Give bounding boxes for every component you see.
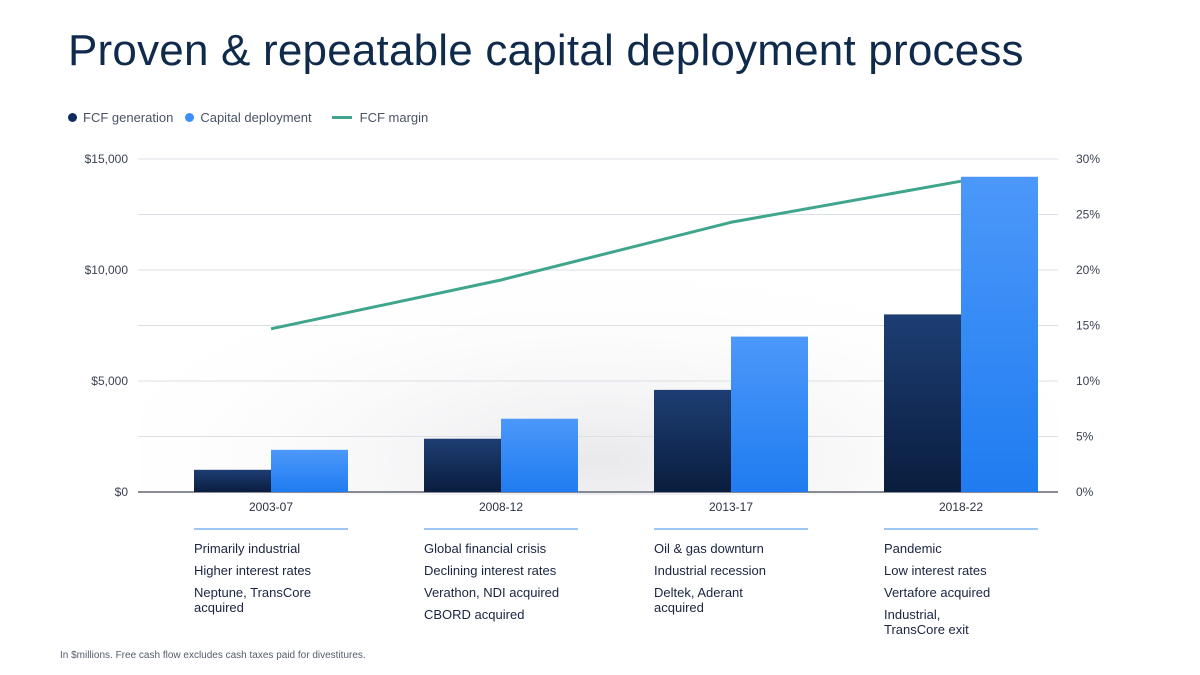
period-note: Industrial, TransCore exit [884, 607, 969, 637]
category-label: 2018-22 [939, 500, 983, 514]
period-note: Low interest rates [884, 563, 987, 578]
legend-item-fcf-generation: FCF generation [68, 110, 173, 125]
right-axis-tick-label: 20% [1076, 263, 1100, 277]
legend-label-fcf-margin: FCF margin [359, 110, 429, 125]
right-axis-tick-label: 25% [1076, 208, 1100, 222]
bar-capital-deployment [501, 418, 578, 492]
period-note: Global financial crisis [424, 541, 547, 556]
category-label: 2013-17 [709, 500, 753, 514]
legend-swatch-fcf-generation [68, 113, 77, 122]
period-note: Vertafore acquired [884, 585, 991, 600]
legend-swatch-capital-deployment [185, 113, 195, 122]
period-note: Declining interest rates [424, 563, 557, 578]
right-axis-tick-label: 0% [1076, 485, 1094, 499]
bar-capital-deployment [271, 449, 348, 492]
right-axis-tick-label: 30% [1076, 152, 1100, 166]
footnote: In $millions. Free cash flow excludes ca… [60, 650, 366, 661]
left-axis-tick-label: $15,000 [85, 152, 129, 166]
period-note: Industrial recession [654, 563, 766, 578]
chart-legend: FCF generation Capital deployment FCF ma… [68, 110, 440, 125]
period-note: Higher interest rates [194, 563, 312, 578]
right-axis-tick-label: 5% [1076, 430, 1094, 444]
legend-item-fcf-margin: FCF margin [324, 110, 429, 125]
bar-fcf-generation [194, 469, 271, 492]
combo-chart: 0% 5% 10% 15% 20% 25% 30% $0 $5,000 $10,000 $15,00… [85, 150, 1100, 530]
period-note: Neptune, TransCore acquired [194, 585, 312, 615]
bar-capital-deployment [961, 176, 1038, 492]
period-notes-2003-07: Primarily industrial Higher interest rate… [194, 541, 374, 622]
right-axis-tick-label: 15% [1076, 319, 1100, 333]
period-notes-2018-22: Pandemic Low interest rates Vertafore acqu… [884, 541, 1064, 644]
legend-item-capital-deployment: Capital deployment [185, 110, 312, 125]
legend-label-fcf-generation: FCF generation [83, 110, 174, 125]
bar-fcf-generation [884, 314, 961, 492]
legend-label-capital-deployment: Capital deployment [200, 110, 312, 125]
category-label: 2008-12 [479, 500, 523, 514]
left-axis-tick-label: $0 [115, 485, 129, 499]
period-note: Pandemic [884, 541, 942, 556]
period-notes-2008-12: Global financial crisis Declining interes… [424, 541, 604, 629]
period-note: Verathon, NDI acquired [424, 585, 560, 600]
period-note: Primarily industrial [194, 541, 301, 556]
period-notes-2013-17: Oil & gas downturn Industrial recession De… [654, 541, 834, 622]
period-note: Oil & gas downturn [654, 541, 764, 556]
bar-fcf-generation [424, 438, 501, 492]
period-note: Deltek, Aderant acquired [654, 585, 743, 615]
period-note: CBORD acquired [424, 607, 525, 622]
bar-capital-deployment [731, 336, 808, 492]
bar-fcf-generation [654, 389, 731, 492]
left-axis-tick-label: $10,000 [85, 263, 129, 277]
right-axis-tick-label: 10% [1076, 374, 1100, 388]
legend-swatch-fcf-margin [331, 116, 352, 119]
page-title: Proven & repeatable capital deployment p… [68, 26, 1024, 75]
line-fcf-margin [270, 179, 962, 331]
left-axis-tick-label: $5,000 [91, 374, 128, 388]
category-label: 2003-07 [249, 500, 293, 514]
